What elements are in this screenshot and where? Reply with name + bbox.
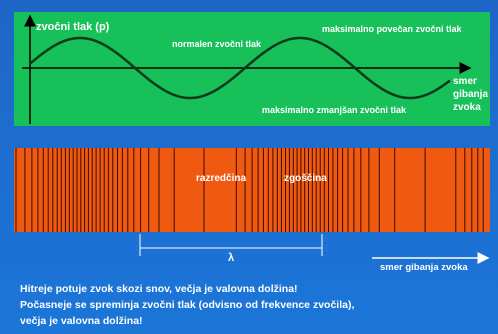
footer-line: večja je valovna dolžina!: [20, 315, 143, 327]
rarefaction-label: razredčina: [196, 173, 246, 184]
min-label: maksimalno zmanjšan zvočni tlak: [262, 105, 407, 115]
footer-line: Hitreje potuje zvok skozi snov, večja je…: [20, 283, 298, 295]
compression-label: zgoščina: [284, 173, 327, 184]
direction-label: smer gibanja zvoka: [380, 262, 468, 273]
axis-label: zvočni tlak (p): [36, 21, 110, 33]
slide: zvočni tlak (p) normalen zvočni tlak mak…: [0, 0, 498, 334]
max-label: maksimalno povečan zvočni tlak: [322, 24, 463, 34]
footer-line: Počasneje se spreminja zvočni tlak (odvi…: [20, 299, 354, 311]
direction-label: smer: [453, 76, 477, 87]
direction-label: zvoka: [453, 102, 481, 113]
direction-label: gibanja: [453, 89, 488, 100]
wavelength-label: λ: [228, 252, 234, 264]
normal-label: normalen zvočni tlak: [172, 39, 262, 49]
